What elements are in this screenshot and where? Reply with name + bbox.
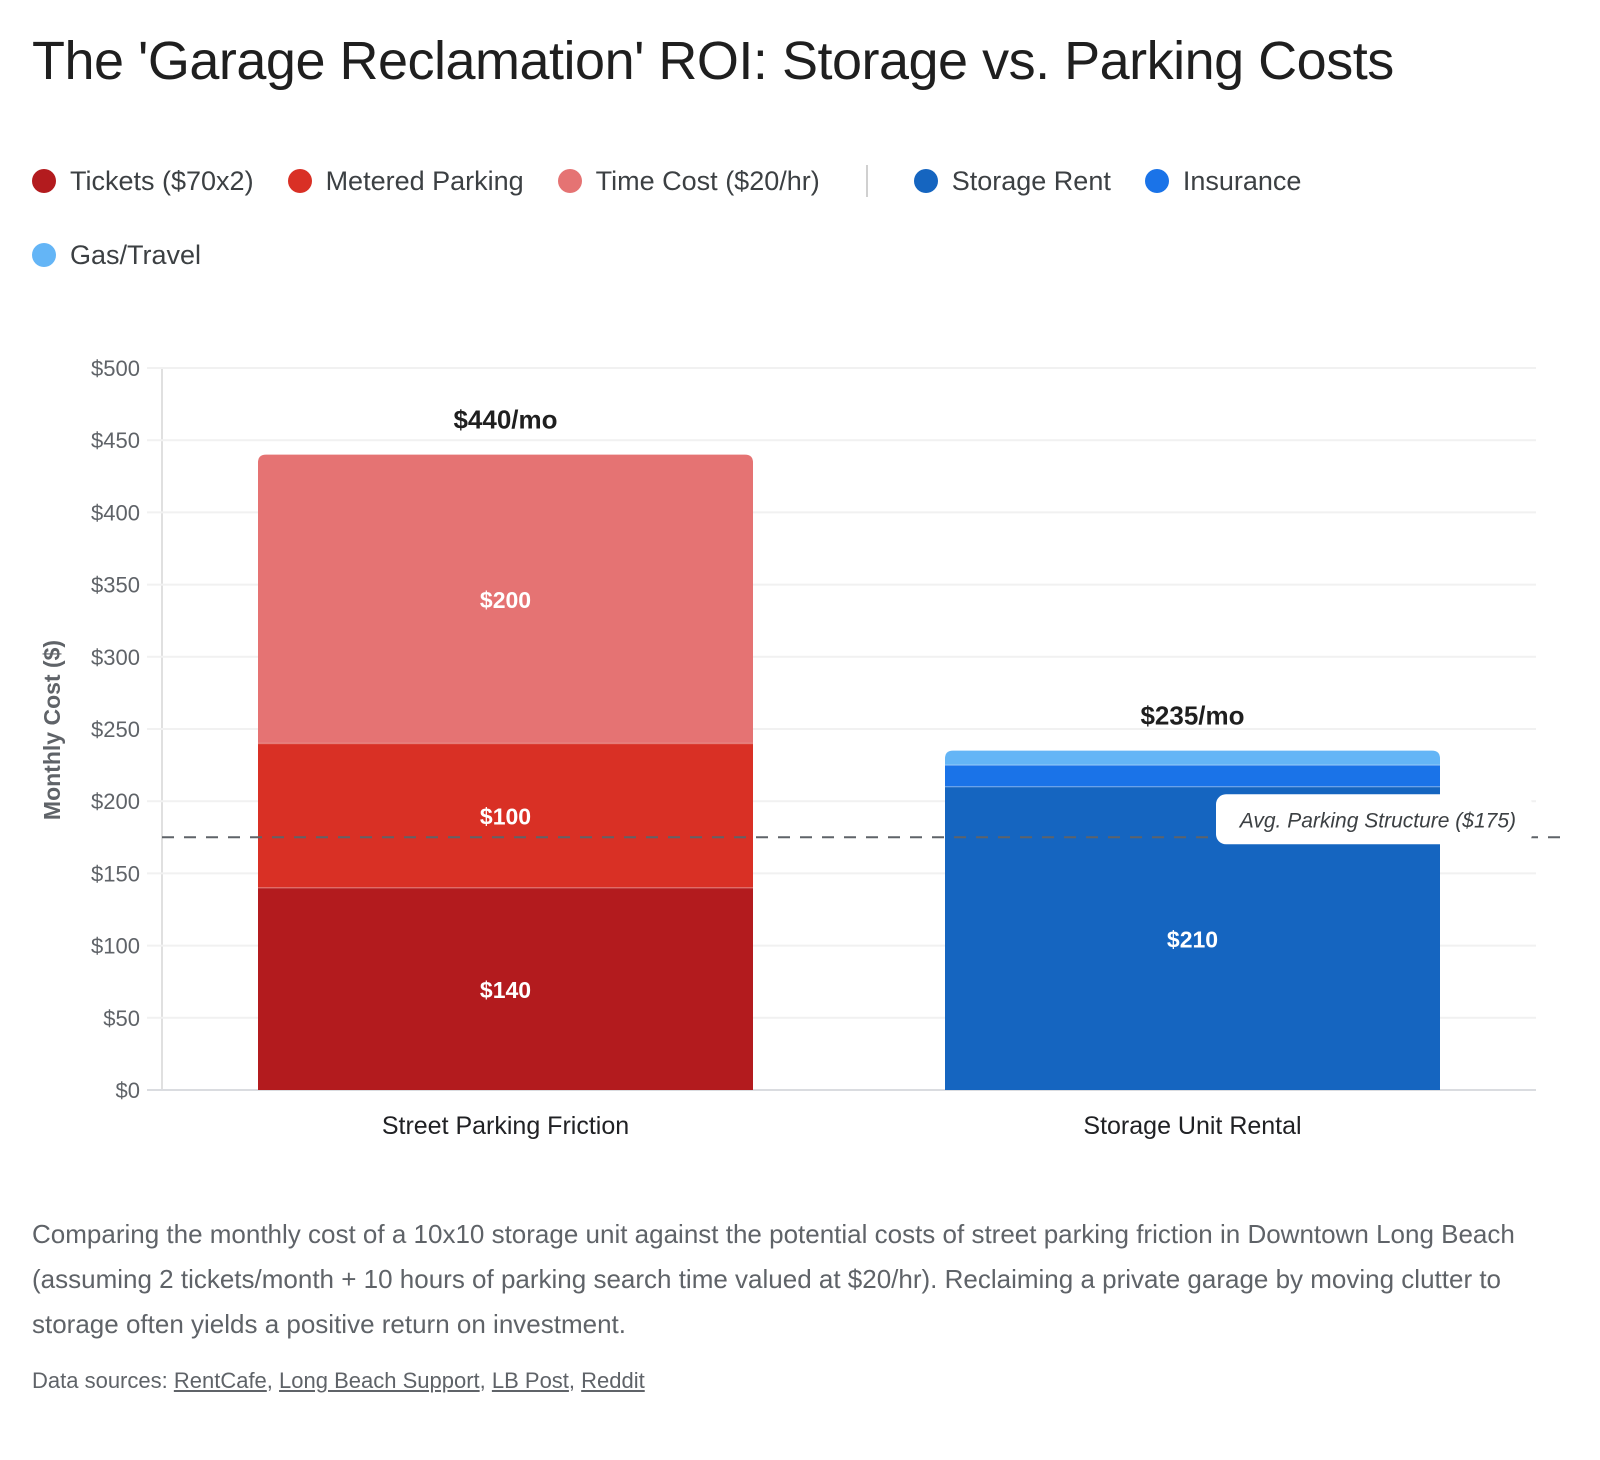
segment-value-label: $210 [1167,926,1218,952]
y-tick-label: $0 [116,1078,140,1103]
y-tick-label: $50 [103,1006,140,1031]
y-tick-label: $300 [91,645,140,670]
y-tick-label: $500 [91,356,140,381]
legend-label: Storage Rent [951,165,1111,196]
bar-segment[interactable] [945,765,1440,787]
y-tick-label: $150 [91,861,140,886]
bar-segment[interactable] [258,454,753,744]
y-tick-label: $400 [91,500,140,525]
legend-swatch-icon [1144,169,1169,193]
legend-swatch-icon [557,169,582,193]
legend-divider [865,165,868,197]
y-tick-label: $200 [91,789,140,814]
legend-item-insurance[interactable]: Insurance [1144,165,1302,196]
segment-value-label: $100 [480,804,531,830]
legend-label: Metered Parking [325,165,524,196]
reference-line-label: Avg. Parking Structure ($175) [1238,809,1516,832]
y-tick-label: $350 [91,573,140,598]
chart-title: The 'Garage Reclamation' ROI: Storage vs… [32,31,1394,91]
chart-caption: Comparing the monthly cost of a 10x10 st… [32,1219,1515,1339]
bar-segment[interactable] [945,750,1440,766]
sources-prefix: Data sources: [32,1368,174,1393]
x-tick-label: Street Parking Friction [382,1112,629,1140]
source-link-reddit[interactable]: Reddit [581,1368,645,1393]
legend-swatch-icon [32,169,56,193]
legend-item-time-cost[interactable]: Time Cost ($20/hr) [557,165,820,196]
y-tick-label: $100 [91,934,140,959]
legend-swatch-icon [32,243,56,267]
legend-item-tickets[interactable]: Tickets ($70x2) [32,165,254,196]
legend-label: Tickets ($70x2) [70,165,254,196]
source-link-long-beach-support[interactable]: Long Beach Support [279,1368,480,1393]
x-axis-ticks: Street Parking Friction Storage Unit Rent… [382,1112,1302,1140]
segment-value-label: $140 [480,977,531,1003]
bars: $140 $100 $200 $440/mo $210 $235/mo [258,405,1440,1090]
stacked-bar-chart: $0 $50 $100 $150 $200 $250 $300 $350 $400 $450 $50… [39,356,1568,1140]
legend-swatch-icon [913,169,938,193]
segment-value-label: $200 [480,587,531,613]
reference-line-group: Avg. Parking Structure ($175) [162,794,1568,845]
bar-segment[interactable] [258,887,753,1090]
legend-label: Insurance [1182,165,1302,196]
y-axis-ticks: $0 $50 $100 $150 $200 $250 $300 $350 $400 $450 $50… [91,356,140,1103]
data-sources: Data sources: RentCafe, Long Beach Suppo… [32,1368,645,1393]
source-link-rentcafe[interactable]: RentCafe [173,1368,267,1393]
source-link-lb-post[interactable]: LB Post [491,1368,569,1393]
legend-swatch-icon [287,169,312,193]
legend-label: Gas/Travel [70,239,202,270]
x-tick-label: Storage Unit Rental [1083,1112,1301,1140]
y-tick-label: $250 [91,717,140,742]
legend-item-gas-travel[interactable]: Gas/Travel [32,239,202,270]
legend-item-storage-rent[interactable]: Storage Rent [913,165,1111,196]
bar-stack-street-parking-friction[interactable]: $140 $100 $200 $440/mo [258,405,753,1090]
bar-total-label: $440/mo [453,405,557,435]
y-tick-label: $450 [91,428,140,453]
bar-total-label: $235/mo [1140,701,1244,731]
legend: Tickets ($70x2) Metered Parking Time Cos… [32,165,1472,270]
y-axis-label: Monthly Cost ($) [39,640,65,820]
reference-label-box [1216,794,1532,845]
bar-stack-storage-unit-rental[interactable]: $210 $235/mo [945,701,1440,1090]
bar-segment[interactable] [258,743,753,888]
legend-label: Time Cost ($20/hr) [595,165,820,196]
legend-item-metered-parking[interactable]: Metered Parking [287,165,524,196]
